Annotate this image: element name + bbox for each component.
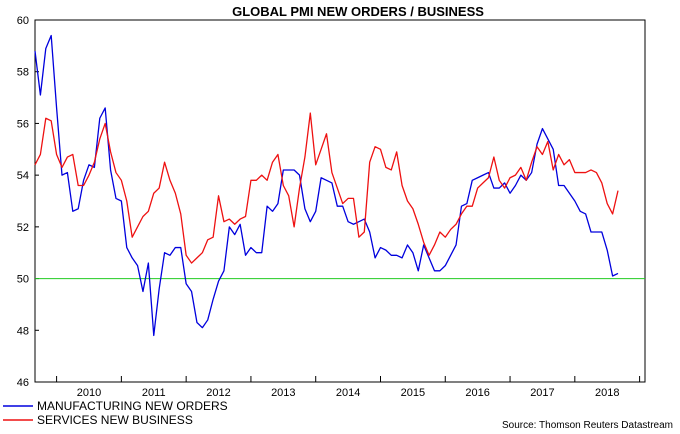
x-tick-label: 2017: [530, 387, 554, 399]
source-note: Source: Thomson Reuters Datastream: [502, 420, 673, 431]
legend-label-services: SERVICES NEW BUSINESS: [37, 413, 193, 427]
y-tick-label: 46: [17, 377, 29, 389]
y-tick-label: 52: [17, 222, 29, 234]
y-tick-label: 58: [17, 67, 29, 79]
y-tick-label: 50: [17, 274, 29, 286]
y-tick-label: 60: [17, 15, 29, 27]
x-tick-label: 2018: [595, 387, 619, 399]
x-axis: 2010 2011 2012 2013 2014 2015 2016 2017 2018: [56, 376, 641, 399]
x-tick-label: 2012: [206, 387, 230, 399]
y-tick-label: 54: [17, 170, 29, 182]
chart-title: GLOBAL PMI NEW ORDERS / BUSINESS: [232, 4, 484, 19]
legend: MANUFACTURING NEW ORDERS SERVICES NEW BU…: [3, 399, 228, 427]
x-tick-label: 2011: [142, 387, 166, 399]
x-tick-label: 2016: [465, 387, 489, 399]
series-line-manufacturing: [34, 34, 619, 337]
legend-label-manufacturing: MANUFACTURING NEW ORDERS: [37, 399, 228, 413]
y-tick-label: 56: [17, 118, 29, 130]
series-line-services: [34, 112, 619, 264]
plot-frame: [34, 19, 646, 383]
x-tick-label: 2010: [77, 387, 101, 399]
y-tick-label: 48: [17, 325, 29, 337]
series-lines: [34, 34, 619, 337]
x-tick-label: 2014: [336, 387, 360, 399]
x-tick-label: 2015: [401, 387, 425, 399]
y-axis: 46 48 50 52 54 56 58 60: [17, 15, 39, 389]
x-tick-label: 2013: [271, 387, 295, 399]
